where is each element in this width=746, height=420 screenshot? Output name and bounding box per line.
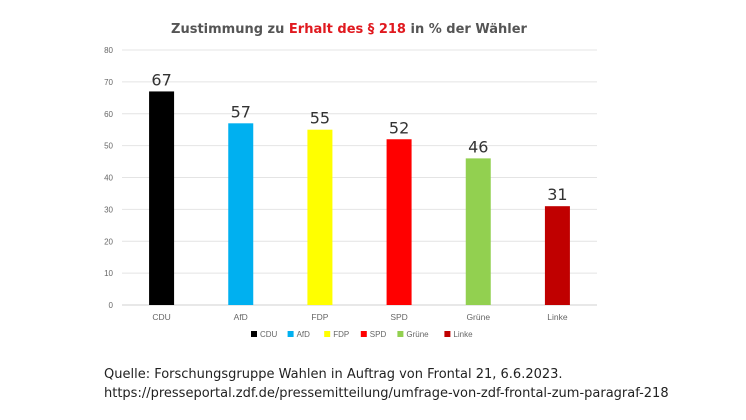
chart-title: Zustimmung zu Erhalt des § 218 in % der …	[0, 22, 698, 37]
legend-swatch	[444, 331, 451, 337]
x-tick-label: Linke	[547, 312, 568, 322]
data-label: 46	[468, 137, 488, 156]
legend-label: SPD	[370, 330, 387, 339]
x-tick-label: AfD	[234, 312, 248, 322]
source-line-1: Quelle: Forschungsgruppe Wahlen in Auftr…	[104, 367, 563, 382]
x-tick-label: Grüne	[466, 312, 490, 322]
bar-cdu	[149, 91, 175, 305]
x-tick-label: CDU	[152, 312, 170, 322]
y-tick-label: 20	[104, 237, 113, 246]
data-label: 31	[547, 185, 567, 204]
legend-label: CDU	[260, 330, 278, 339]
data-label: 57	[231, 102, 251, 121]
x-tick-label: FDP	[311, 312, 328, 322]
bar-grüne	[465, 158, 491, 305]
title-pre: Zustimmung zu	[171, 22, 289, 37]
legend-swatch	[397, 331, 404, 337]
bar-fdp	[307, 129, 333, 305]
source-line-2: https://presseportal.zdf.de/pressemittei…	[104, 386, 669, 401]
y-tick-label: 60	[104, 110, 113, 119]
y-tick-label: 70	[104, 78, 113, 87]
legend-swatch	[324, 331, 331, 337]
legend-swatch	[287, 331, 294, 337]
source-note: Quelle: Forschungsgruppe Wahlen in Auftr…	[104, 365, 669, 403]
legend-label: FDP	[333, 330, 349, 339]
x-tick-label: SPD	[390, 312, 407, 322]
y-tick-label: 10	[104, 269, 113, 278]
bar-afd	[228, 123, 254, 305]
data-label: 67	[151, 70, 171, 89]
legend-swatch	[360, 331, 367, 337]
y-tick-label: 0	[109, 301, 114, 310]
title-highlight: Erhalt des § 218	[288, 22, 406, 37]
data-label: 55	[310, 109, 330, 128]
y-tick-label: 40	[104, 174, 113, 183]
bar-linke	[544, 206, 570, 305]
y-tick-label: 50	[104, 142, 113, 151]
data-label: 52	[389, 118, 409, 137]
title-post: in % der Wähler	[405, 22, 527, 37]
bar-spd	[386, 139, 412, 305]
legend-label: Linke	[453, 330, 473, 339]
legend-label: AfD	[297, 330, 311, 339]
y-tick-label: 80	[104, 46, 113, 55]
legend-swatch	[251, 331, 257, 337]
y-tick-label: 30	[104, 205, 113, 214]
legend-label: Grüne	[406, 330, 429, 339]
